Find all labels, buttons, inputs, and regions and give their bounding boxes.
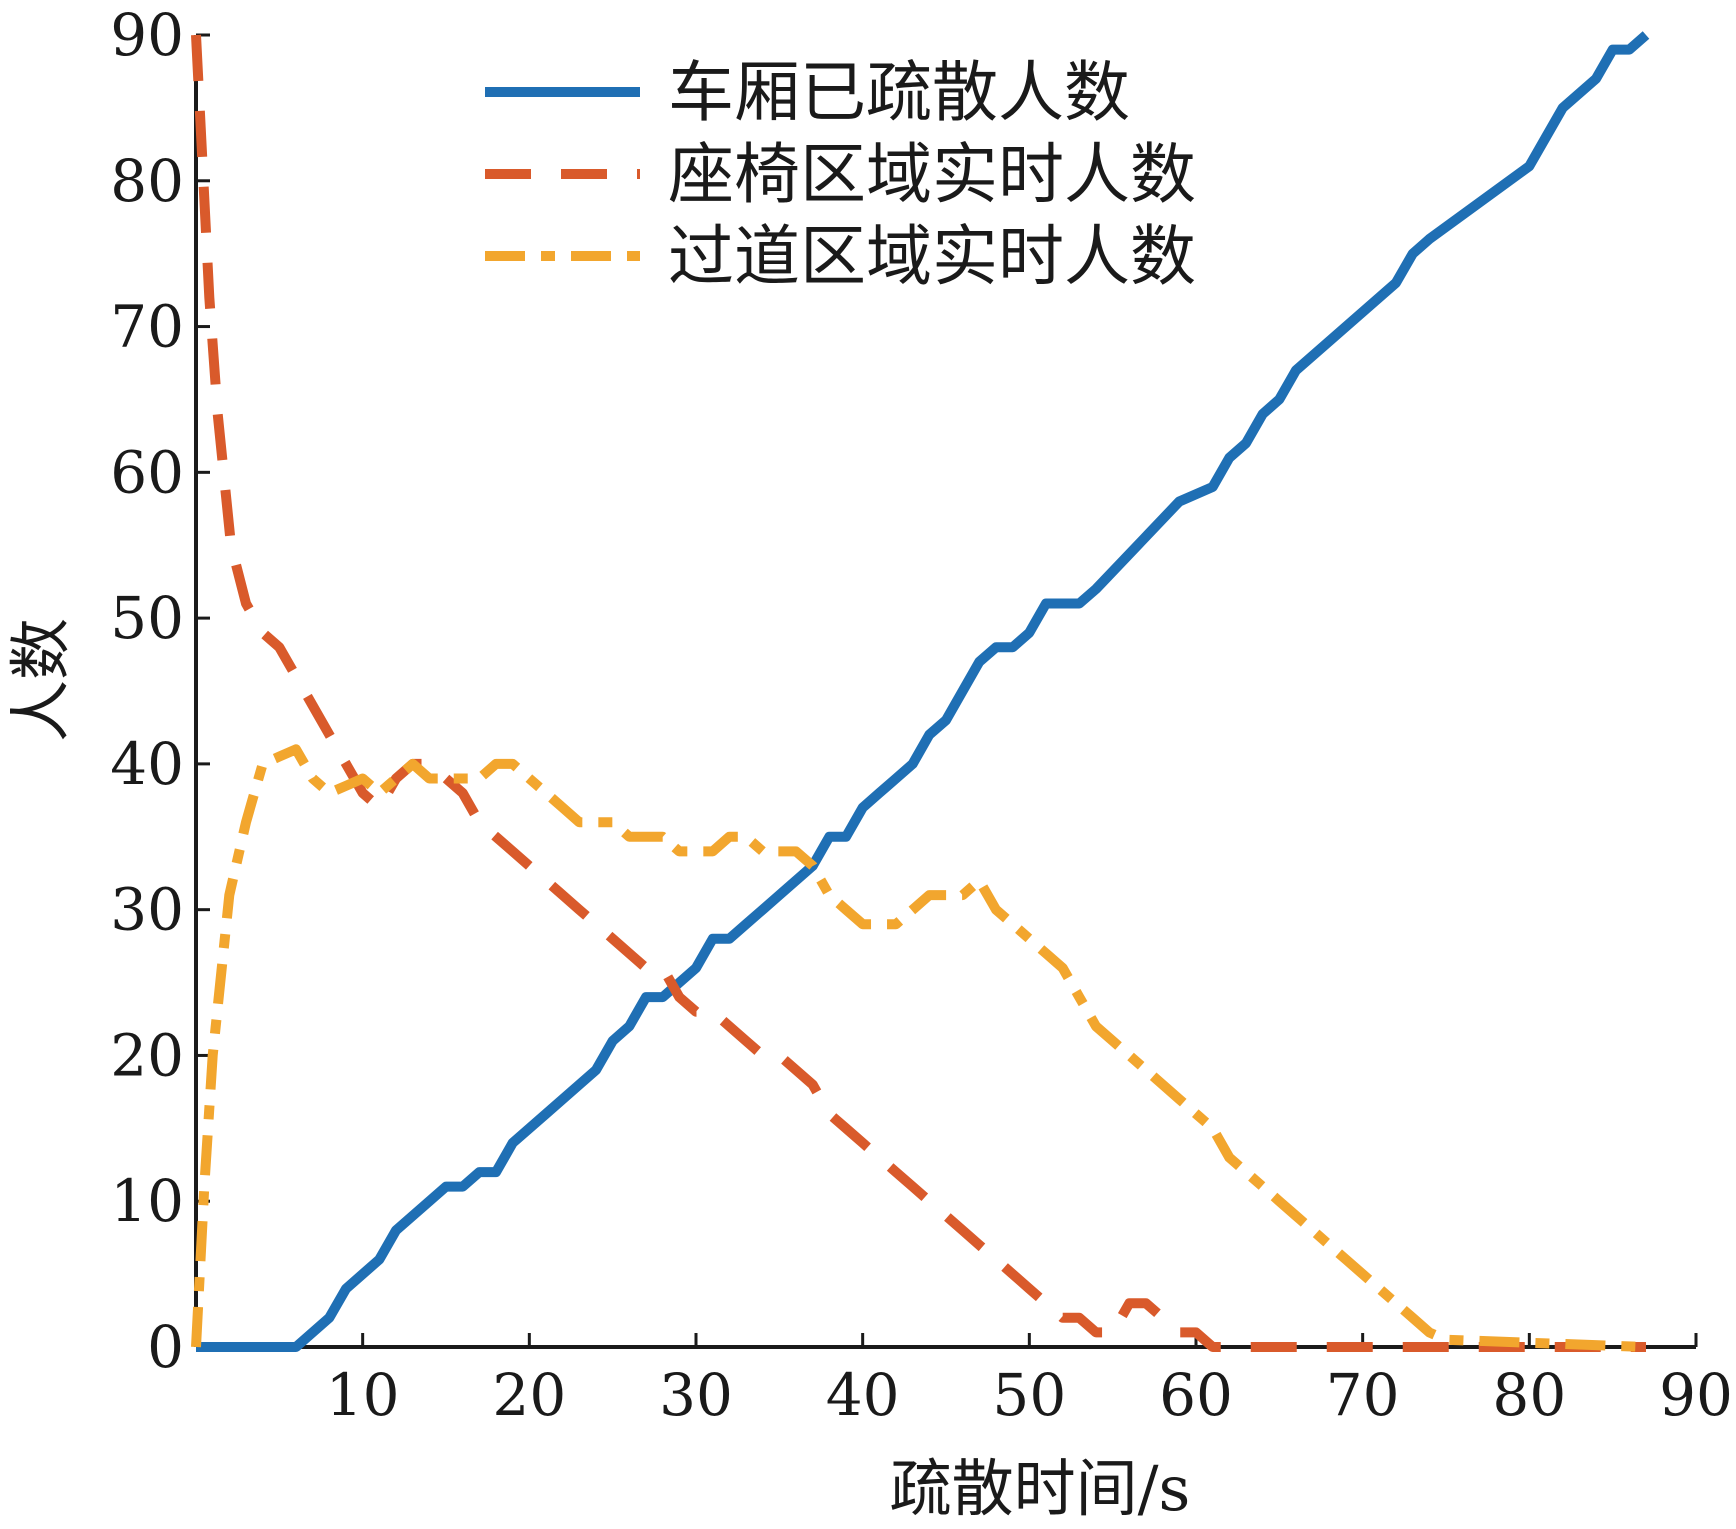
y-tick-label: 20 (110, 1021, 184, 1089)
y-tick-label: 90 (110, 1, 184, 69)
x-tick-label: 60 (1159, 1361, 1233, 1429)
legend-label-evacuated-count: 车厢已疏散人数 (668, 54, 1130, 131)
y-tick-label: 30 (110, 876, 184, 944)
legend-label-aisle-area-count: 过道区域实时人数 (668, 218, 1196, 295)
y-tick-label: 50 (110, 584, 184, 652)
x-tick-label: 10 (326, 1361, 400, 1429)
y-tick-label: 0 (147, 1313, 184, 1381)
legend-label-seat-area-count: 座椅区域实时人数 (668, 136, 1196, 213)
x-tick-label: 40 (826, 1361, 900, 1429)
y-tick-label: 70 (110, 293, 184, 361)
series-lines (191, 31, 1650, 1352)
x-tick-label: 70 (1326, 1361, 1400, 1429)
x-ticks: 10 20 30 40 50 60 70 80 90 (326, 1333, 1733, 1429)
y-tick-label: 10 (110, 1167, 184, 1235)
x-tick-label: 80 (1492, 1361, 1566, 1429)
y-ticks: 0 10 20 30 40 50 60 70 80 90 (110, 1, 210, 1381)
y-tick-label: 60 (110, 438, 184, 506)
y-tick-label: 80 (110, 147, 184, 215)
x-tick-label: 20 (492, 1361, 566, 1429)
x-tick-label: 90 (1659, 1361, 1733, 1429)
y-axis-title: 人数 (4, 618, 77, 742)
y-tick-label: 40 (110, 730, 184, 798)
series-line-evacuated-count (196, 31, 1650, 1352)
x-tick-label: 30 (659, 1361, 733, 1429)
x-axis-title: 疏散时间/s (890, 1452, 1191, 1525)
series-line-aisle-area-count (191, 744, 1647, 1352)
x-tick-label: 50 (992, 1361, 1066, 1429)
series-line-seat-area-count (191, 34, 1646, 1352)
